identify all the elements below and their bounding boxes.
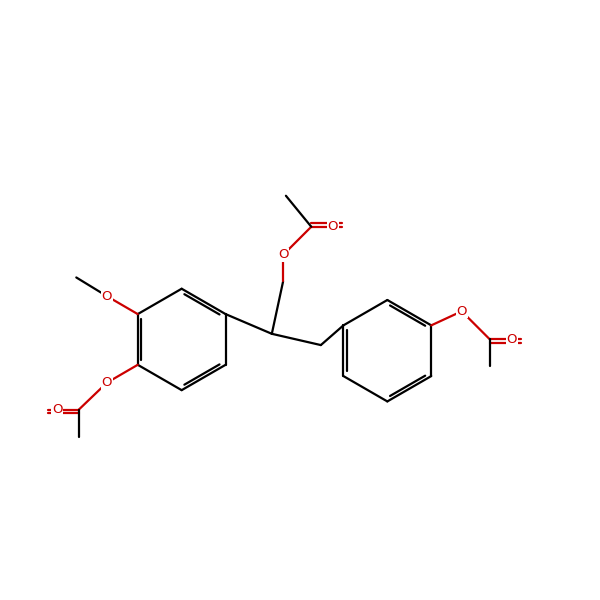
Text: O: O [457,305,467,318]
Text: O: O [101,290,112,302]
Text: O: O [328,220,338,233]
Text: O: O [278,248,289,262]
Text: O: O [101,376,112,389]
Text: O: O [506,333,517,346]
Text: O: O [52,403,62,416]
